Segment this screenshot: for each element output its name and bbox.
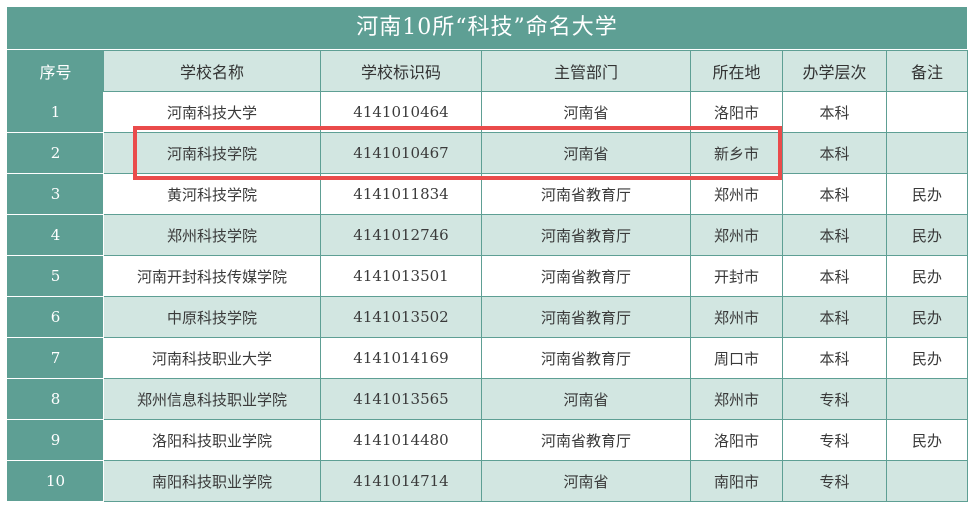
remark-cell: 民办 xyxy=(886,255,968,297)
level-cell: 本科 xyxy=(782,296,887,338)
remark-cell: 民办 xyxy=(886,173,968,215)
remark-cell xyxy=(886,378,968,420)
university-table: 序号 学校名称 学校标识码 主管部门 所在地 办学层次 备注 1 河南科技大学 … xyxy=(7,50,968,502)
location-cell: 郑州市 xyxy=(690,214,783,256)
table-row: 7 河南科技职业大学 4141014169 河南省教育厅 周口市 本科 民办 xyxy=(7,337,968,379)
location-cell: 洛阳市 xyxy=(690,419,783,461)
school-name-cell: 郑州科技学院 xyxy=(103,214,321,256)
department-cell: 河南省教育厅 xyxy=(481,173,691,215)
location-cell: 周口市 xyxy=(690,337,783,379)
level-cell: 本科 xyxy=(782,91,887,133)
row-index: 5 xyxy=(7,255,104,297)
school-code-cell: 4141012746 xyxy=(320,214,482,256)
school-code-cell: 4141014714 xyxy=(320,460,482,502)
location-cell: 郑州市 xyxy=(690,296,783,338)
level-cell: 专科 xyxy=(782,419,887,461)
school-code-cell: 4141013565 xyxy=(320,378,482,420)
school-code-cell: 4141010464 xyxy=(320,91,482,133)
remark-cell: 民办 xyxy=(886,214,968,256)
row-index: 4 xyxy=(7,214,104,256)
table-title: 河南10所“科技”命名大学 xyxy=(7,7,967,50)
table-container: 河南10所“科技”命名大学 序号 学校名称 学校标识码 主管部门 所在地 办学层… xyxy=(7,7,968,502)
school-name-cell: 中原科技学院 xyxy=(103,296,321,338)
remark-cell: 民办 xyxy=(886,296,968,338)
department-cell: 河南省教育厅 xyxy=(481,255,691,297)
level-cell: 本科 xyxy=(782,214,887,256)
department-cell: 河南省 xyxy=(481,378,691,420)
school-code-cell: 4141014169 xyxy=(320,337,482,379)
location-cell: 开封市 xyxy=(690,255,783,297)
remark-cell xyxy=(886,132,968,174)
table-row: 5 河南开封科技传媒学院 4141013501 河南省教育厅 开封市 本科 民办 xyxy=(7,255,968,297)
header-index: 序号 xyxy=(7,50,104,92)
remark-cell: 民办 xyxy=(886,337,968,379)
department-cell: 河南省教育厅 xyxy=(481,296,691,338)
row-index: 9 xyxy=(7,419,104,461)
table-row: 4 郑州科技学院 4141012746 河南省教育厅 郑州市 本科 民办 xyxy=(7,214,968,256)
location-cell: 郑州市 xyxy=(690,378,783,420)
header-remark: 备注 xyxy=(886,50,968,92)
school-name-cell: 河南开封科技传媒学院 xyxy=(103,255,321,297)
school-name-cell: 黄河科技学院 xyxy=(103,173,321,215)
school-name-cell: 河南科技大学 xyxy=(103,91,321,133)
location-cell: 南阳市 xyxy=(690,460,783,502)
department-cell: 河南省教育厅 xyxy=(481,337,691,379)
level-cell: 本科 xyxy=(782,173,887,215)
table-row: 10 南阳科技职业学院 4141014714 河南省 南阳市 专科 xyxy=(7,460,968,502)
level-cell: 本科 xyxy=(782,255,887,297)
school-code-cell: 4141013501 xyxy=(320,255,482,297)
department-cell: 河南省教育厅 xyxy=(481,214,691,256)
school-name-cell: 郑州信息科技职业学院 xyxy=(103,378,321,420)
header-level: 办学层次 xyxy=(782,50,887,92)
level-cell: 本科 xyxy=(782,132,887,174)
header-row: 序号 学校名称 学校标识码 主管部门 所在地 办学层次 备注 xyxy=(7,50,968,92)
table-row: 8 郑州信息科技职业学院 4141013565 河南省 郑州市 专科 xyxy=(7,378,968,420)
remark-cell xyxy=(886,460,968,502)
school-code-cell: 4141011834 xyxy=(320,173,482,215)
row-index: 2 xyxy=(7,132,104,174)
location-cell: 郑州市 xyxy=(690,173,783,215)
header-department: 主管部门 xyxy=(481,50,691,92)
department-cell: 河南省 xyxy=(481,460,691,502)
table-row: 2 河南科技学院 4141010467 河南省 新乡市 本科 xyxy=(7,132,968,174)
school-code-cell: 4141014480 xyxy=(320,419,482,461)
row-index: 6 xyxy=(7,296,104,338)
level-cell: 专科 xyxy=(782,460,887,502)
location-cell: 新乡市 xyxy=(690,132,783,174)
header-school-code: 学校标识码 xyxy=(320,50,482,92)
table-row: 3 黄河科技学院 4141011834 河南省教育厅 郑州市 本科 民办 xyxy=(7,173,968,215)
remark-cell: 民办 xyxy=(886,419,968,461)
table-row: 6 中原科技学院 4141013502 河南省教育厅 郑州市 本科 民办 xyxy=(7,296,968,338)
school-name-cell: 河南科技职业大学 xyxy=(103,337,321,379)
table-row: 1 河南科技大学 4141010464 河南省 洛阳市 本科 xyxy=(7,91,968,133)
row-index: 7 xyxy=(7,337,104,379)
department-cell: 河南省 xyxy=(481,132,691,174)
header-school-name: 学校名称 xyxy=(103,50,321,92)
row-index: 1 xyxy=(7,91,104,133)
level-cell: 本科 xyxy=(782,337,887,379)
table-row: 9 洛阳科技职业学院 4141014480 河南省教育厅 洛阳市 专科 民办 xyxy=(7,419,968,461)
school-code-cell: 4141013502 xyxy=(320,296,482,338)
row-index: 3 xyxy=(7,173,104,215)
department-cell: 河南省教育厅 xyxy=(481,419,691,461)
school-name-cell: 南阳科技职业学院 xyxy=(103,460,321,502)
school-code-cell: 4141010467 xyxy=(320,132,482,174)
school-name-cell: 洛阳科技职业学院 xyxy=(103,419,321,461)
department-cell: 河南省 xyxy=(481,91,691,133)
row-index: 8 xyxy=(7,378,104,420)
school-name-cell: 河南科技学院 xyxy=(103,132,321,174)
level-cell: 专科 xyxy=(782,378,887,420)
remark-cell xyxy=(886,91,968,133)
location-cell: 洛阳市 xyxy=(690,91,783,133)
header-location: 所在地 xyxy=(690,50,783,92)
row-index: 10 xyxy=(7,460,104,502)
